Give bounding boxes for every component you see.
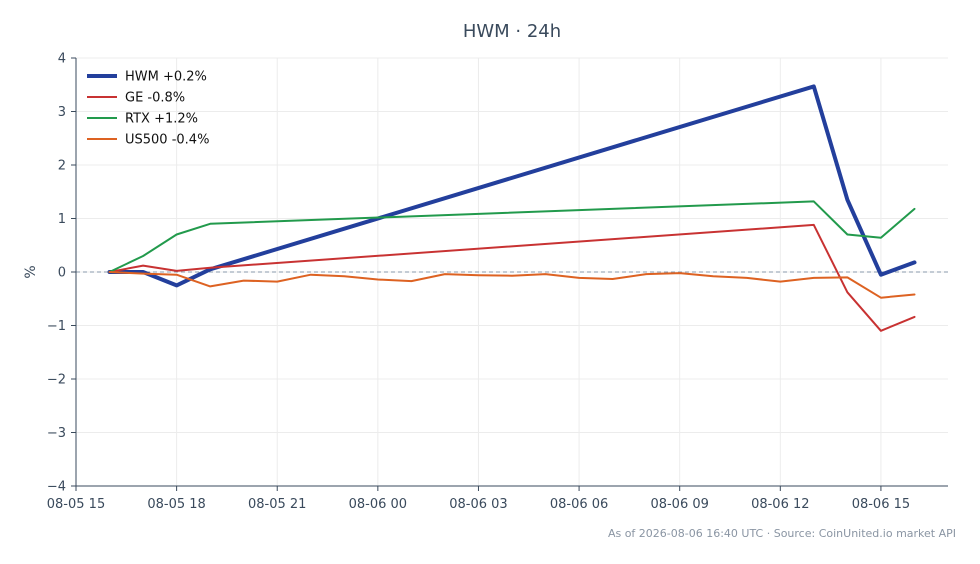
x-tick-label: 08-06 00 xyxy=(349,497,407,512)
series-line-rtx xyxy=(108,200,916,273)
y-axis-label: % xyxy=(23,265,39,278)
y-tick-label: 2 xyxy=(58,159,66,174)
y-tick-label: 3 xyxy=(58,105,66,120)
y-tick-label: 0 xyxy=(58,266,66,281)
series-line-ge xyxy=(108,223,916,332)
legend-label-rtx: RTX +1.2% xyxy=(125,112,198,127)
legend-label-ge: GE -0.8% xyxy=(125,91,185,106)
y-tick-label: −1 xyxy=(47,319,66,334)
x-tick-label: 08-05 18 xyxy=(147,497,205,512)
legend: HWM +0.2% GE -0.8% RTX +1.2% US500 -0.4% xyxy=(87,70,209,148)
series-line-hwm xyxy=(107,84,917,288)
series-line-us500 xyxy=(108,271,916,299)
footer-source-note: As of 2026-08-06 16:40 UTC · Source: Coi… xyxy=(608,527,956,540)
x-tick-label: 08-05 15 xyxy=(47,497,105,512)
y-tick-label: 1 xyxy=(58,212,66,227)
tick-labels: 4 3 2 1 0 −1 −2 −3 −4 08-05 15 08-05 18 08-05 21 08-… xyxy=(47,52,910,513)
x-tick-label: 08-06 03 xyxy=(449,497,507,512)
axes xyxy=(71,57,948,491)
x-tick-label: 08-06 12 xyxy=(751,497,809,512)
legend-label-hwm: HWM +0.2% xyxy=(125,70,207,85)
y-tick-label: −4 xyxy=(47,480,66,495)
x-tick-label: 08-06 09 xyxy=(650,497,708,512)
chart-title: HWM · 24h xyxy=(463,21,561,42)
series-lines xyxy=(107,84,917,332)
x-tick-label: 08-05 21 xyxy=(248,497,306,512)
y-tick-label: −2 xyxy=(47,373,66,388)
x-tick-label: 08-06 15 xyxy=(852,497,910,512)
y-tick-label: 4 xyxy=(58,52,66,67)
y-tick-label: −3 xyxy=(47,426,66,441)
legend-label-us500: US500 -0.4% xyxy=(125,133,209,148)
x-tick-label: 08-06 06 xyxy=(550,497,608,512)
